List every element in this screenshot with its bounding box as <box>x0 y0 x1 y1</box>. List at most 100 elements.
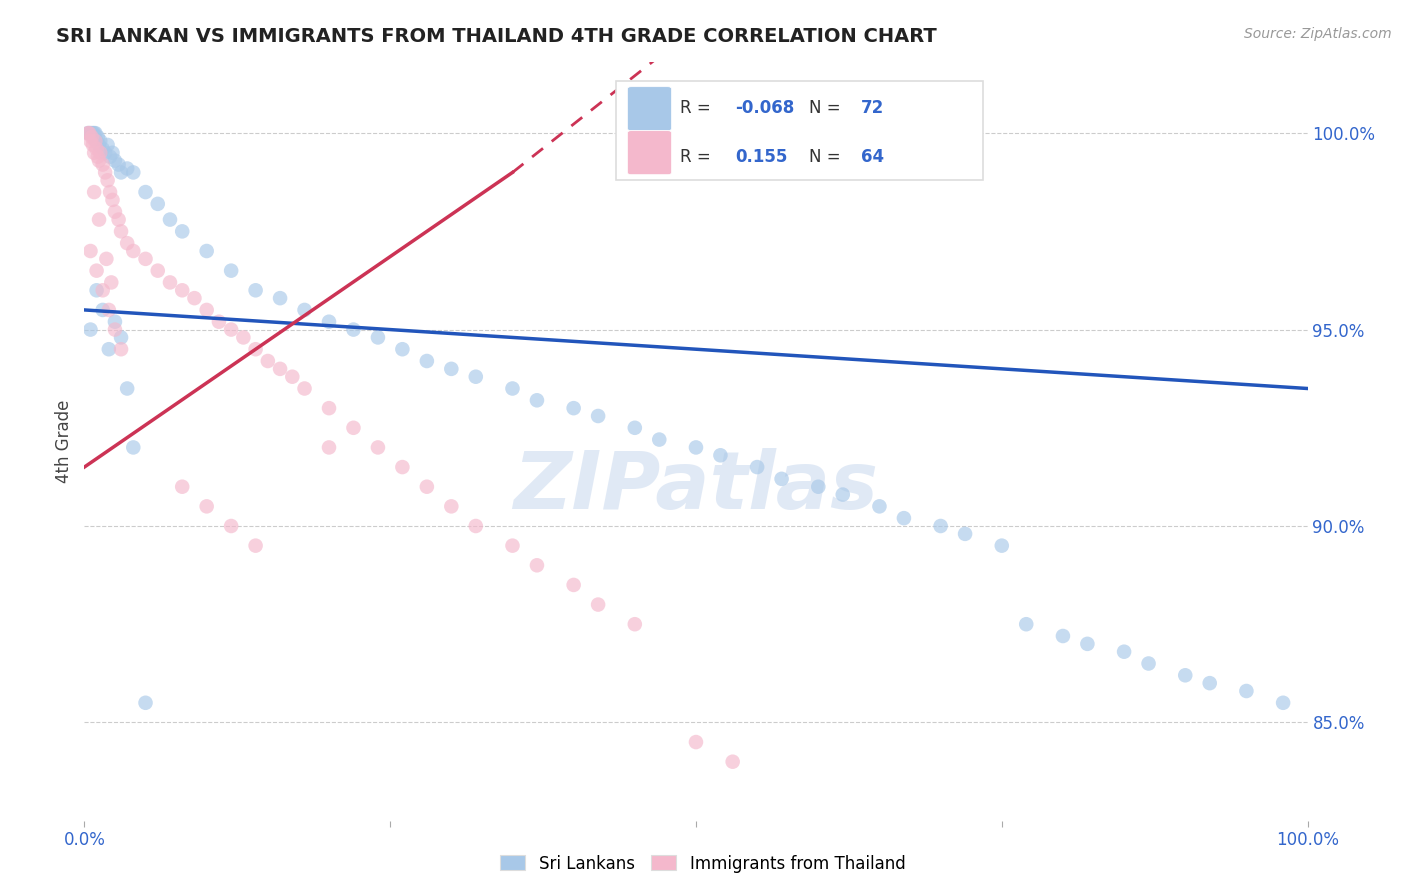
Point <box>172 283 194 297</box>
Point <box>624 617 647 632</box>
Point <box>79 322 101 336</box>
Point <box>146 263 169 277</box>
Point <box>1272 696 1295 710</box>
Point <box>135 185 157 199</box>
Point <box>80 130 103 145</box>
Point <box>721 755 744 769</box>
Point <box>94 145 117 160</box>
Point <box>648 433 671 447</box>
Point <box>97 173 120 187</box>
Point <box>172 480 194 494</box>
Point <box>991 539 1014 553</box>
Point <box>464 519 486 533</box>
Point <box>107 158 129 172</box>
Point <box>562 578 585 592</box>
Point <box>464 369 486 384</box>
Point <box>807 480 830 494</box>
Point <box>1052 629 1074 643</box>
Text: ZIPatlas: ZIPatlas <box>513 448 879 526</box>
Text: N =: N = <box>808 99 845 117</box>
Point <box>83 185 105 199</box>
Point <box>391 343 413 357</box>
Point <box>440 362 463 376</box>
Point <box>869 500 891 514</box>
Point <box>86 263 108 277</box>
Point <box>110 330 132 344</box>
Text: SRI LANKAN VS IMMIGRANTS FROM THAILAND 4TH GRADE CORRELATION CHART: SRI LANKAN VS IMMIGRANTS FROM THAILAND 4… <box>56 27 936 45</box>
Point <box>115 382 138 396</box>
Point <box>104 322 127 336</box>
Point <box>685 735 707 749</box>
Point <box>195 500 218 514</box>
Point <box>953 526 976 541</box>
Point <box>342 322 364 336</box>
Point <box>195 244 218 258</box>
Y-axis label: 4th Grade: 4th Grade <box>55 400 73 483</box>
Point <box>87 130 110 145</box>
Point <box>89 145 111 160</box>
Point <box>232 330 254 344</box>
Point <box>86 283 108 297</box>
Point <box>1198 676 1220 690</box>
Point <box>101 193 124 207</box>
Point <box>1076 637 1098 651</box>
Point <box>79 134 101 148</box>
Point <box>96 252 118 266</box>
Point <box>172 224 194 238</box>
Point <box>159 276 181 290</box>
Point <box>318 315 340 329</box>
Text: 0.155: 0.155 <box>735 148 787 166</box>
Point <box>115 236 138 251</box>
Point <box>77 126 100 140</box>
Point <box>77 126 100 140</box>
Point <box>709 448 731 462</box>
Text: 64: 64 <box>860 148 884 166</box>
Point <box>1174 668 1197 682</box>
Point <box>269 362 291 376</box>
Point <box>770 472 793 486</box>
Point <box>562 401 585 416</box>
Point <box>91 158 114 172</box>
Point <box>91 142 114 156</box>
Point <box>79 244 101 258</box>
Point <box>110 343 132 357</box>
Point <box>80 126 103 140</box>
Point <box>115 161 138 176</box>
Point <box>219 263 242 277</box>
Point <box>318 401 340 416</box>
Point <box>342 421 364 435</box>
Point <box>893 511 915 525</box>
Point <box>87 137 110 152</box>
Point <box>685 441 707 455</box>
Point <box>245 283 267 297</box>
Point <box>502 539 524 553</box>
Point <box>831 487 853 501</box>
Point <box>1137 657 1160 671</box>
Point <box>245 343 267 357</box>
Point <box>82 137 104 152</box>
Text: N =: N = <box>808 148 845 166</box>
Point <box>281 369 304 384</box>
Point <box>146 197 169 211</box>
Point <box>100 276 122 290</box>
Point <box>929 519 952 533</box>
Point <box>87 150 110 164</box>
Point <box>416 480 439 494</box>
Point <box>269 291 291 305</box>
Point <box>79 126 101 140</box>
FancyBboxPatch shape <box>616 81 983 180</box>
Point <box>391 460 413 475</box>
Point <box>416 354 439 368</box>
Point <box>219 322 242 336</box>
Point <box>208 315 231 329</box>
Point <box>624 421 647 435</box>
Text: Source: ZipAtlas.com: Source: ZipAtlas.com <box>1244 27 1392 41</box>
Point <box>294 382 316 396</box>
Point <box>104 315 127 329</box>
Point <box>586 409 609 423</box>
Point <box>122 244 145 258</box>
Point <box>94 165 117 179</box>
Text: -0.068: -0.068 <box>735 99 794 117</box>
Point <box>83 145 105 160</box>
Point <box>502 382 524 396</box>
